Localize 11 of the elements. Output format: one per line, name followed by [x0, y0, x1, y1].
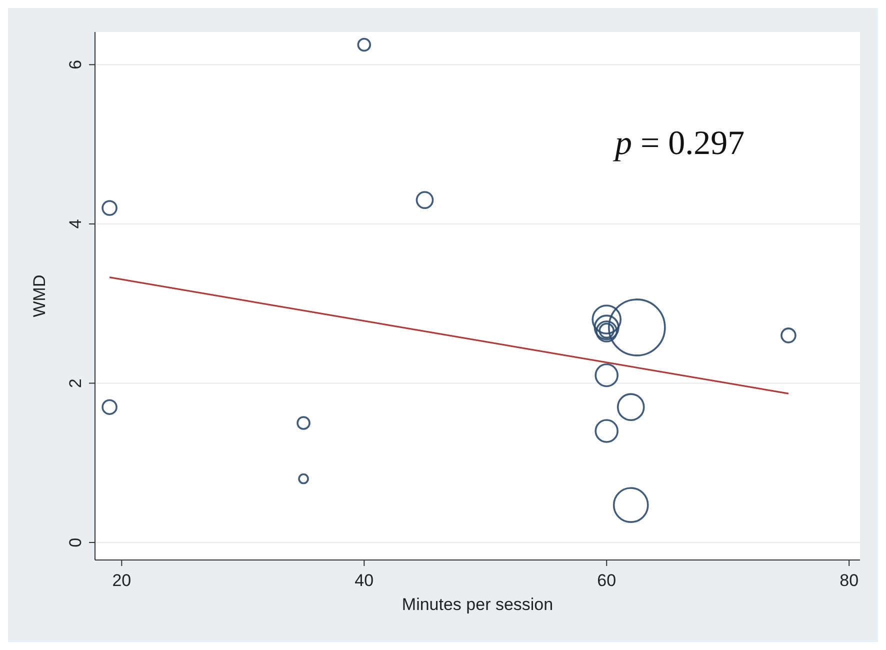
y-tick-label: 2 [66, 378, 85, 388]
y-axis-title: WMD [30, 274, 49, 318]
x-axis-title: Minutes per session [402, 595, 554, 614]
x-tick-label: 80 [840, 571, 859, 590]
y-tick-label: 6 [66, 60, 85, 70]
y-tick-label: 4 [66, 219, 85, 229]
x-tick-label: 60 [597, 571, 616, 590]
y-tick-label: 0 [66, 538, 85, 548]
x-tick-label: 20 [112, 571, 132, 590]
x-tick-label: 40 [354, 571, 374, 590]
annotation: p = 0.297 [613, 125, 745, 162]
